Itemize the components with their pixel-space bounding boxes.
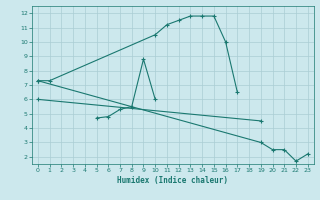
X-axis label: Humidex (Indice chaleur): Humidex (Indice chaleur) [117,176,228,185]
